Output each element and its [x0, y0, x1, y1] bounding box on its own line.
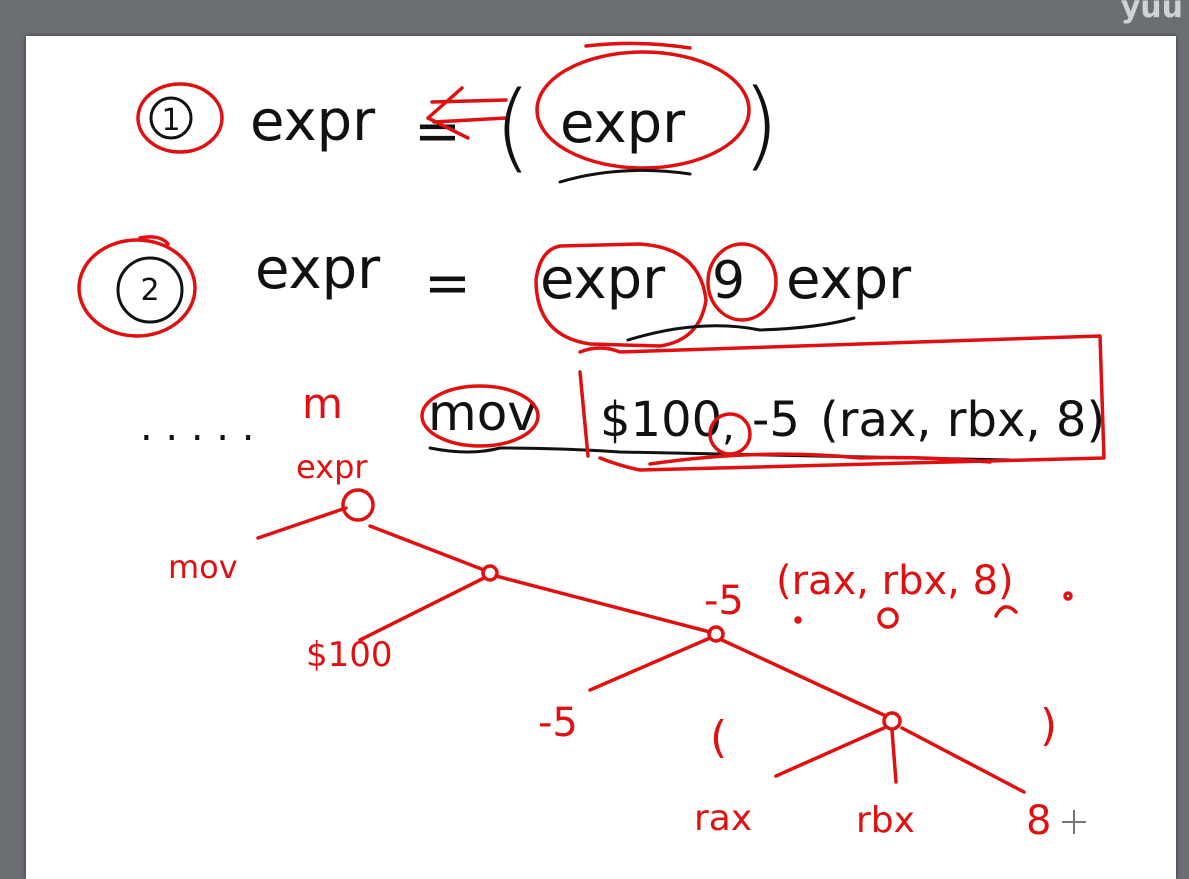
rule-1-inner-overline — [584, 41, 692, 50]
instruction-dots: . . . . . — [140, 404, 254, 450]
rule-1-close-paren: ) — [742, 69, 779, 181]
rule-2-underbrace — [626, 316, 856, 342]
tree-node-memory — [707, 625, 725, 643]
instruction-separator — [578, 370, 590, 458]
rule-1-number-circle — [149, 96, 193, 140]
instruction-m: m — [302, 379, 343, 428]
rule-2: 2 expr = expr 9 expr — [77, 235, 912, 348]
parse-tree: expr mov $100 -5 (rax, rbx, 8) -5 ( ) ra… — [168, 448, 1073, 844]
rule-2-left-operand: expr — [540, 247, 666, 312]
instruction-line: . . . . . m mov $100 , -5 (rax, rbx, 8) — [140, 334, 1106, 472]
instruction-underline — [428, 446, 1012, 462]
rule-2-number-tick — [138, 235, 170, 246]
tree-edge-root-operands — [368, 524, 486, 572]
tree-leaf-100: $100 — [306, 635, 393, 675]
rule-2-operator-highlight — [706, 242, 778, 322]
tree-leaf-rbx: rbx — [856, 800, 915, 841]
tree-edge-registers-8 — [900, 726, 1026, 794]
tree-root-label: expr — [296, 448, 368, 486]
tree-edge-root-mov — [256, 506, 348, 540]
tree-memory-mark-4 — [1063, 591, 1073, 601]
tree-leaf-disp: -5 — [538, 700, 578, 746]
rule-2-number-circle — [116, 256, 184, 324]
rule-2-operator: 9 — [712, 251, 745, 311]
tree-leaf-8: 8 — [1026, 798, 1051, 844]
rule-1-number: 1 — [161, 103, 180, 138]
rule-2-lhs: expr — [255, 237, 381, 302]
instruction-src: $100 — [600, 392, 722, 448]
tree-memory-label-disp: -5 — [704, 578, 744, 624]
tree-node-root — [341, 488, 375, 522]
rule-1-number-highlight — [136, 82, 224, 154]
rule-1-arrow — [426, 86, 508, 140]
tree-edge-registers-rbx — [890, 728, 898, 784]
tree-leaf-rax: rax — [694, 798, 752, 839]
instruction-mnemonic-highlight — [420, 384, 540, 448]
rule-1: 1 expr = ( expr ) — [136, 41, 779, 184]
watermark: yuu — [1120, 0, 1183, 25]
tree-edge-memory-disp — [588, 636, 712, 692]
tree-leaf-mov: mov — [168, 548, 238, 586]
rule-2-equals: = — [424, 251, 471, 316]
instruction-dst-mem: (rax, rbx, 8) — [820, 392, 1105, 448]
rule-1-inner: expr — [560, 91, 686, 156]
rule-2-right-operand: expr — [786, 247, 912, 312]
crosshair-cursor-icon — [1062, 810, 1086, 834]
tree-edge-registers-rax — [774, 726, 886, 778]
instruction-dst-disp: -5 — [752, 392, 800, 448]
tree-memory-mark-1 — [794, 616, 802, 624]
tree-node-operands — [481, 564, 499, 582]
tree-close-paren: ) — [1040, 700, 1057, 751]
rule-1-inner-highlight — [535, 50, 751, 170]
instruction-comma: , — [722, 404, 735, 450]
rule-1-open-paren: ( — [494, 71, 531, 183]
rule-2-number-highlight — [77, 238, 197, 338]
tree-memory-label-rest: (rax, rbx, 8) — [776, 558, 1014, 604]
tree-open-paren: ( — [710, 712, 727, 763]
tree-memory-mark-3 — [994, 605, 1018, 618]
tree-edge-operands-100 — [358, 576, 486, 642]
rule-2-number: 2 — [140, 273, 159, 308]
rule-2-left-highlight — [534, 242, 708, 348]
tree-memory-mark-2 — [877, 607, 899, 629]
instruction-operands-box — [578, 334, 1106, 472]
tree-edge-operands-memory — [494, 574, 712, 634]
rule-1-underbrace — [558, 168, 692, 184]
rule-1-lhs: expr — [250, 89, 376, 154]
instruction-operands-brace — [648, 452, 992, 466]
tree-edge-memory-registers — [720, 638, 888, 718]
